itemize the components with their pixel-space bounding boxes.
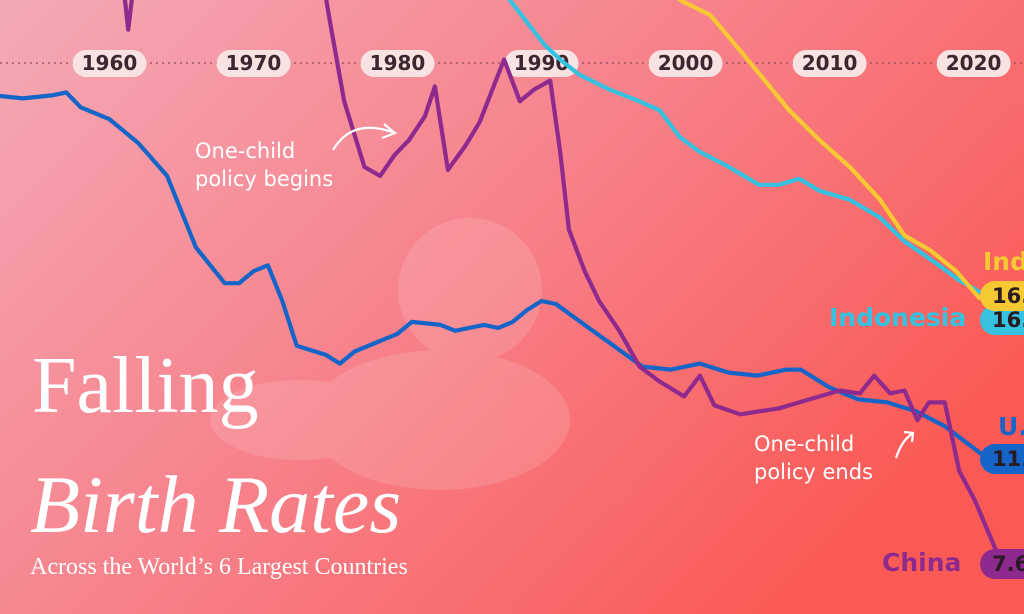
x-tick-pill (216, 50, 291, 77)
value-label: 11. (992, 447, 1024, 471)
series-line (122, 0, 134, 32)
value-label: 16. (992, 284, 1024, 308)
x-tick-pill (360, 50, 435, 77)
series-name: Indonesia (829, 303, 966, 332)
x-tick-pill (792, 50, 867, 77)
end-label: Indonesia 16. (829, 303, 1024, 335)
annotation-arrowhead (903, 430, 915, 443)
value-pill (980, 444, 1024, 474)
x-tick-pill (936, 50, 1011, 77)
x-tick-pill (72, 50, 147, 77)
end-label: China 7.6 (882, 548, 1024, 579)
annotation-arrow (332, 126, 393, 151)
x-ticks: 1960 1970 1980 1990 2000 2010 2020 (72, 50, 1011, 77)
annotation-arrowhead (381, 123, 398, 140)
series-line (324, 0, 1002, 563)
value-pill (980, 305, 1024, 335)
series-line (0, 90, 991, 462)
x-tick-label: 1990 (514, 51, 570, 75)
annotation-begins: One-child policy begins (195, 123, 398, 191)
value-pill (980, 549, 1024, 579)
title-line: Falling (32, 342, 259, 430)
x-tick-label: 1970 (226, 51, 282, 75)
value-label: 7.6 (992, 552, 1024, 576)
subtitle: Across the World’s 6 Largest Countries (30, 554, 408, 580)
series-name: Ind (983, 247, 1024, 276)
end-label: Ind 16. (980, 247, 1024, 311)
annotation-ends: One-child policy ends (754, 430, 915, 484)
title-line: Birth Rates (30, 459, 401, 550)
series-name: U. (998, 412, 1024, 441)
series-name: China (882, 548, 961, 577)
annotation-text: One-child (195, 139, 295, 163)
x-tick-label: 2020 (946, 51, 1002, 75)
x-tick-pill (648, 50, 723, 77)
x-tick-label: 1980 (370, 51, 426, 75)
series-line (507, 0, 988, 298)
series-line (677, 0, 982, 301)
end-labels: U. 11. China 7.6 Indonesia 16. Ind 16. (829, 247, 1024, 579)
annotation-arrow (894, 433, 913, 459)
x-tick-label: 2000 (658, 51, 714, 75)
lines (0, 0, 1002, 563)
annotation-text: policy ends (754, 460, 873, 484)
end-label: U. 11. (980, 412, 1024, 474)
x-tick-label: 1960 (82, 51, 138, 75)
value-pill (980, 281, 1024, 311)
value-label: 16. (992, 308, 1024, 332)
annotation-text: policy begins (195, 167, 333, 191)
x-tick-label: 2010 (802, 51, 858, 75)
annotation-text: One-child (754, 432, 854, 456)
